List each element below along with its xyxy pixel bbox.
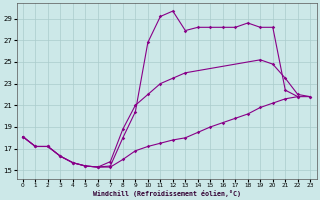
X-axis label: Windchill (Refroidissement éolien,°C): Windchill (Refroidissement éolien,°C) <box>92 190 241 197</box>
